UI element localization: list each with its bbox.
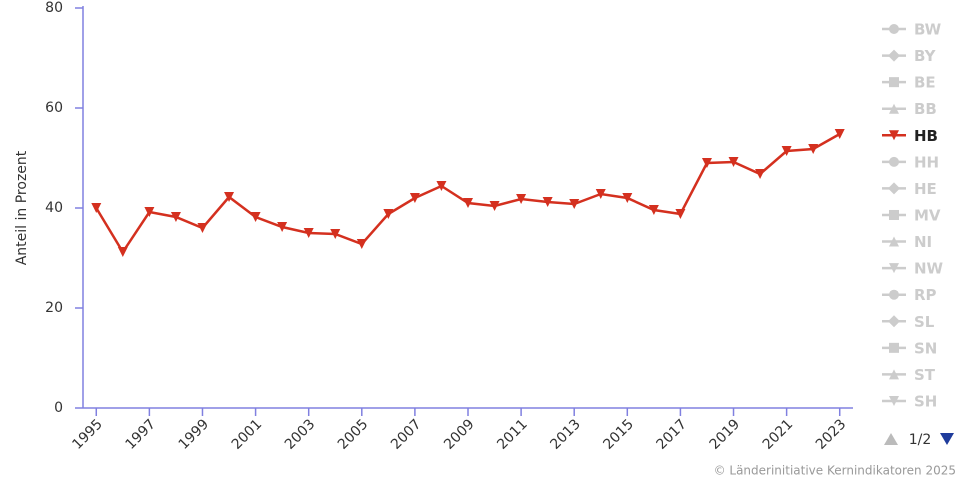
x-tick-label: 2009	[441, 416, 478, 453]
legend-item[interactable]: NW	[914, 260, 944, 278]
legend-item[interactable]: HE	[914, 180, 937, 198]
legend-symbol	[889, 130, 899, 141]
legend-symbol	[889, 77, 899, 88]
legend-item[interactable]: NI	[914, 233, 932, 251]
legend-item[interactable]: SL	[914, 313, 935, 331]
y-tick-label: 40	[45, 200, 63, 216]
x-tick-label: 2019	[707, 416, 744, 453]
data-point	[595, 189, 606, 199]
legend-item[interactable]: SN	[914, 339, 937, 357]
data-point	[144, 207, 155, 217]
x-tick-label: 2007	[388, 416, 425, 453]
legend-item[interactable]: MV	[914, 206, 941, 224]
data-point	[781, 146, 792, 156]
legend-symbol	[889, 369, 899, 380]
legend-item[interactable]: HH	[914, 153, 939, 171]
x-tick-label: 2011	[494, 416, 531, 453]
data-point	[489, 201, 500, 211]
data-point	[675, 209, 686, 219]
legend-symbol	[889, 156, 899, 167]
legend-symbol	[889, 24, 899, 34]
legend-symbol	[889, 103, 899, 114]
data-point	[117, 247, 128, 257]
x-tick-label: 2021	[760, 416, 797, 453]
legend-symbol	[888, 182, 900, 195]
x-tick-label: 2005	[335, 416, 372, 453]
legend-symbol	[889, 236, 899, 247]
x-tick-label: 2017	[654, 416, 691, 453]
x-tick-label: 2023	[813, 416, 850, 453]
y-tick-label: 80	[45, 0, 63, 16]
data-point	[250, 212, 261, 222]
legend-symbol	[889, 209, 899, 220]
x-tick-label: 2003	[282, 416, 319, 453]
data-point	[463, 198, 473, 208]
data-point	[277, 222, 288, 232]
legend-prev[interactable]	[884, 433, 898, 445]
data-point	[728, 157, 739, 167]
series-line	[95, 132, 841, 255]
legend-item[interactable]: BY	[914, 47, 937, 65]
legend-item[interactable]: RP	[914, 286, 937, 304]
legend-symbol	[889, 289, 899, 300]
x-tick-label: 2001	[229, 416, 266, 453]
legend-symbol	[888, 49, 900, 62]
data-point	[516, 194, 527, 204]
data-point	[224, 192, 235, 202]
data-point	[303, 228, 314, 238]
legend-item[interactable]: SH	[914, 392, 937, 410]
legend-page: 1/2	[909, 432, 932, 448]
legend-next[interactable]	[940, 433, 954, 445]
data-point	[409, 193, 420, 203]
data-point	[808, 144, 819, 154]
data-point	[542, 197, 553, 207]
legend-symbol	[889, 263, 899, 274]
y-tick-label: 60	[45, 100, 63, 116]
legend-symbol	[889, 342, 899, 353]
y-axis-title: Anteil in Prozent	[14, 150, 30, 265]
data-point	[648, 205, 659, 215]
legend-item[interactable]: BB	[914, 100, 937, 118]
y-tick-label: 20	[45, 300, 63, 316]
x-tick-label: 1995	[69, 416, 106, 453]
legend-symbol	[889, 395, 899, 406]
data-point	[383, 209, 394, 219]
x-tick-label: 1997	[123, 416, 160, 453]
data-point	[356, 239, 367, 249]
x-tick-label: 1999	[176, 416, 213, 453]
legend-symbol	[888, 315, 900, 328]
data-point	[436, 181, 447, 191]
data-point	[197, 223, 208, 233]
data-point	[170, 212, 181, 222]
x-tick-label: 2013	[547, 416, 584, 453]
data-point	[834, 129, 845, 139]
legend-item[interactable]: BW	[914, 21, 942, 39]
legend-item[interactable]: HB	[914, 127, 938, 145]
data-point	[701, 158, 712, 168]
credit: © Länderinitiative Kernindikatoren 2025	[714, 464, 956, 478]
y-tick-label: 0	[54, 400, 63, 416]
legend-item[interactable]: ST	[914, 366, 936, 384]
data-point	[91, 203, 102, 213]
data-point	[330, 229, 341, 239]
data-point	[755, 169, 766, 179]
data-point	[622, 193, 633, 203]
legend-item[interactable]: BE	[914, 74, 936, 92]
x-tick-label: 2015	[600, 416, 637, 453]
data-point	[569, 199, 580, 209]
